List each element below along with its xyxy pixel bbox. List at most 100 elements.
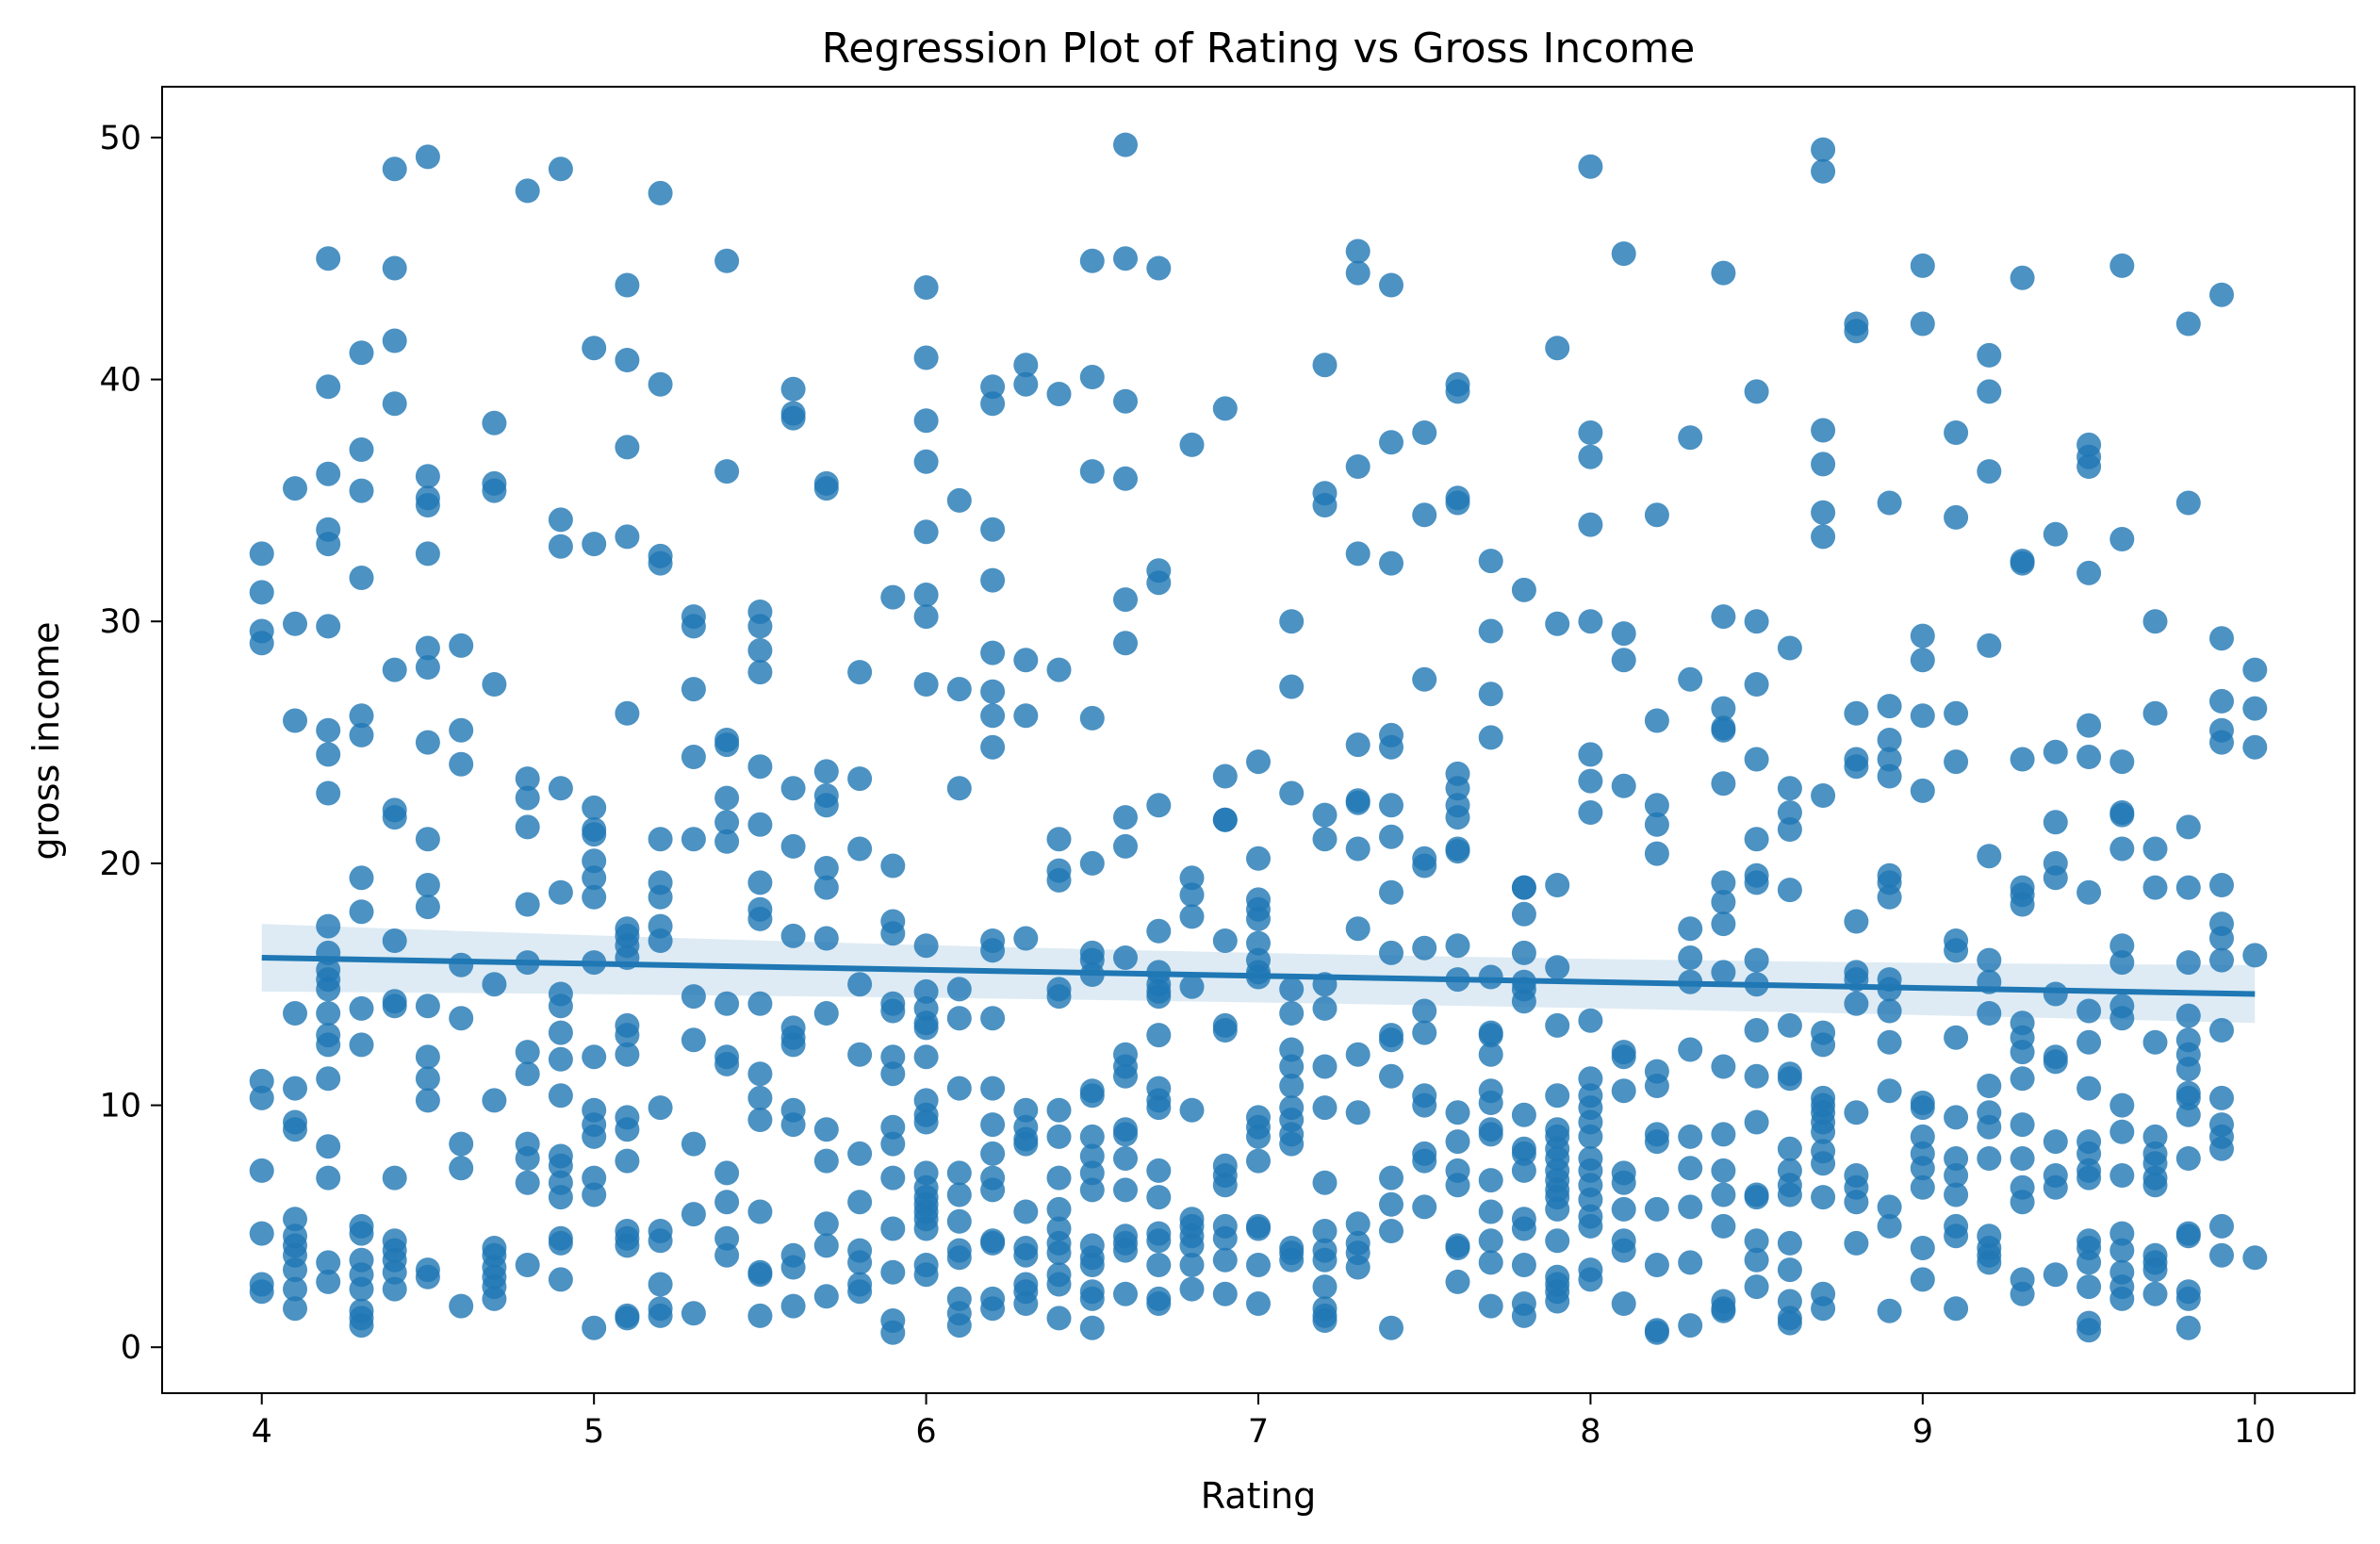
scatter-point xyxy=(1678,916,1703,942)
x-tick-label: 8 xyxy=(1580,1413,1600,1451)
scatter-point xyxy=(2076,1076,2102,1101)
scatter-point xyxy=(1113,1177,1138,1203)
scatter-point xyxy=(1711,890,1736,914)
scatter-point xyxy=(714,829,740,854)
scatter-point xyxy=(1246,846,1271,871)
scatter-point xyxy=(249,1158,274,1183)
scatter-point xyxy=(1379,734,1403,760)
scatter-point xyxy=(980,679,1006,704)
scatter-point xyxy=(847,836,873,862)
scatter-point xyxy=(1013,1097,1039,1123)
scatter-point xyxy=(913,933,939,959)
y-axis-ticks: 0 10 20 30 40 50 xyxy=(99,120,162,1367)
scatter-point xyxy=(1877,747,1902,772)
scatter-point xyxy=(1279,609,1305,634)
scatter-point xyxy=(813,926,839,951)
scatter-point xyxy=(2043,1129,2068,1155)
scatter-point xyxy=(1046,382,1072,406)
scatter-point xyxy=(515,1040,540,1065)
scatter-point xyxy=(1711,260,1736,286)
scatter-point xyxy=(1412,1148,1437,1174)
scatter-point xyxy=(1944,700,1969,726)
scatter-point xyxy=(1445,1129,1470,1155)
scatter-point xyxy=(382,928,407,953)
scatter-point xyxy=(415,730,440,755)
scatter-point xyxy=(681,745,706,769)
scatter-point xyxy=(1113,1281,1138,1306)
scatter-point xyxy=(1379,793,1403,818)
scatter-point xyxy=(482,972,507,997)
scatter-point xyxy=(1478,725,1503,750)
scatter-point xyxy=(482,1088,507,1113)
scatter-point xyxy=(415,655,440,680)
scatter-point xyxy=(1079,705,1105,731)
scatter-point xyxy=(1711,870,1736,895)
scatter-point xyxy=(2076,1141,2102,1166)
scatter-point xyxy=(1977,342,2002,368)
scatter-point xyxy=(714,1051,740,1076)
scatter-point xyxy=(1478,549,1503,574)
scatter-point xyxy=(1379,550,1403,576)
scatter-point xyxy=(1611,1196,1636,1222)
scatter-point xyxy=(747,991,773,1016)
scatter-point xyxy=(1744,1274,1769,1300)
scatter-point xyxy=(1711,1182,1736,1207)
scatter-point xyxy=(249,580,274,605)
scatter-point xyxy=(1711,912,1736,937)
scatter-point xyxy=(1777,1182,1802,1207)
scatter-point xyxy=(1511,1216,1536,1241)
scatter-point xyxy=(1611,1078,1636,1104)
scatter-point xyxy=(283,708,307,733)
scatter-point xyxy=(1113,587,1138,613)
scatter-point xyxy=(2175,1286,2201,1311)
scatter-point xyxy=(615,272,640,298)
scatter-point xyxy=(382,391,407,417)
scatter-point xyxy=(1478,1023,1503,1048)
scatter-point xyxy=(1478,1199,1503,1224)
scatter-point xyxy=(1179,974,1205,999)
scatter-point xyxy=(1046,1240,1072,1266)
scatter-point xyxy=(747,1061,773,1087)
scatter-point xyxy=(582,1124,607,1149)
scatter-point xyxy=(880,1114,906,1140)
scatter-point xyxy=(1777,1310,1802,1336)
scatter-point xyxy=(1179,1253,1205,1277)
scatter-point xyxy=(615,1306,640,1331)
scatter-point xyxy=(913,1044,939,1070)
scatter-point xyxy=(1345,916,1371,942)
scatter-point xyxy=(1046,1124,1072,1149)
scatter-point xyxy=(349,1276,374,1302)
scatter-point xyxy=(980,517,1006,542)
scatter-point xyxy=(1445,776,1470,801)
scatter-point xyxy=(1678,945,1703,970)
scatter-point xyxy=(1678,1313,1703,1339)
scatter-point xyxy=(1412,1092,1437,1118)
scatter-point xyxy=(681,1301,706,1326)
scatter-point xyxy=(2142,1173,2168,1198)
scatter-point xyxy=(1844,909,1869,934)
scatter-point xyxy=(1412,666,1437,692)
scatter-point xyxy=(1777,817,1802,842)
scatter-point xyxy=(1877,490,1902,516)
scatter-point xyxy=(747,1303,773,1328)
scatter-point xyxy=(1811,1119,1836,1144)
scatter-point xyxy=(1611,621,1636,647)
scatter-point xyxy=(1578,512,1603,537)
scatter-point xyxy=(1079,365,1105,389)
scatter-point xyxy=(648,928,673,953)
scatter-point xyxy=(913,1216,939,1241)
scatter-point xyxy=(615,348,640,372)
scatter-point xyxy=(1345,1042,1371,1067)
scatter-point xyxy=(1345,732,1371,758)
scatter-point xyxy=(1910,1267,1935,1292)
scatter-point xyxy=(2043,810,2068,835)
scatter-point xyxy=(2175,1057,2201,1082)
scatter-point xyxy=(1578,154,1603,179)
scatter-point xyxy=(2109,1006,2135,1031)
scatter-point xyxy=(2175,814,2201,840)
scatter-point xyxy=(2209,1136,2234,1161)
scatter-point xyxy=(2209,626,2234,651)
scatter-point xyxy=(913,1015,939,1041)
scatter-point xyxy=(1478,1228,1503,1254)
scatter-point xyxy=(2043,1174,2068,1200)
